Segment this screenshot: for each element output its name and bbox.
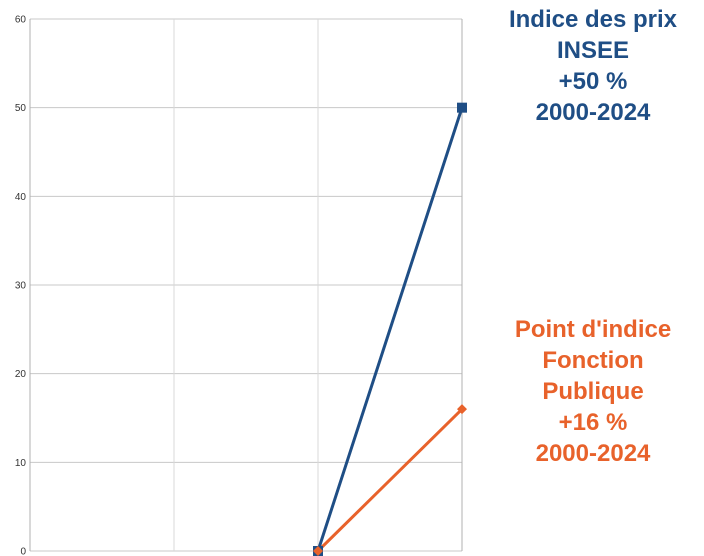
annotation-line: +50 % — [558, 68, 628, 95]
y-tick-label: 60 — [15, 15, 27, 26]
annotation-line: Point d'indice — [514, 316, 672, 343]
annotation-line: Fonction — [542, 347, 644, 374]
series-markers — [313, 102, 467, 556]
annotation-point-indice: Point d'indice Fonction Publique +16 % 2… — [486, 314, 700, 469]
annotation-line: Publique — [542, 378, 644, 405]
annotation-price-index: Indice des prix INSEE +50 % 2000-2024 — [482, 4, 704, 128]
y-axis-ticks: 0 10 20 30 40 50 60 — [15, 15, 27, 556]
y-tick-label: 10 — [15, 458, 27, 469]
annotation-line: 2000-2024 — [535, 99, 651, 126]
y-tick-label: 30 — [15, 281, 27, 292]
data-point-marker — [313, 546, 323, 556]
annotation-line: 2000-2024 — [535, 440, 651, 467]
series-line-1 — [316, 408, 464, 553]
y-tick-label: 20 — [15, 369, 27, 380]
annotation-line: +16 % — [558, 409, 628, 436]
annotation-line: Indice des prix — [508, 6, 678, 33]
data-point-marker — [457, 404, 467, 415]
y-tick-label: 40 — [15, 192, 27, 203]
annotation-line: INSEE — [556, 37, 630, 64]
data-point-marker — [457, 102, 467, 113]
y-tick-label: 50 — [15, 103, 27, 114]
y-tick-label: 0 — [20, 547, 26, 556]
series-line-0 — [316, 107, 464, 552]
series-lines — [316, 107, 464, 553]
